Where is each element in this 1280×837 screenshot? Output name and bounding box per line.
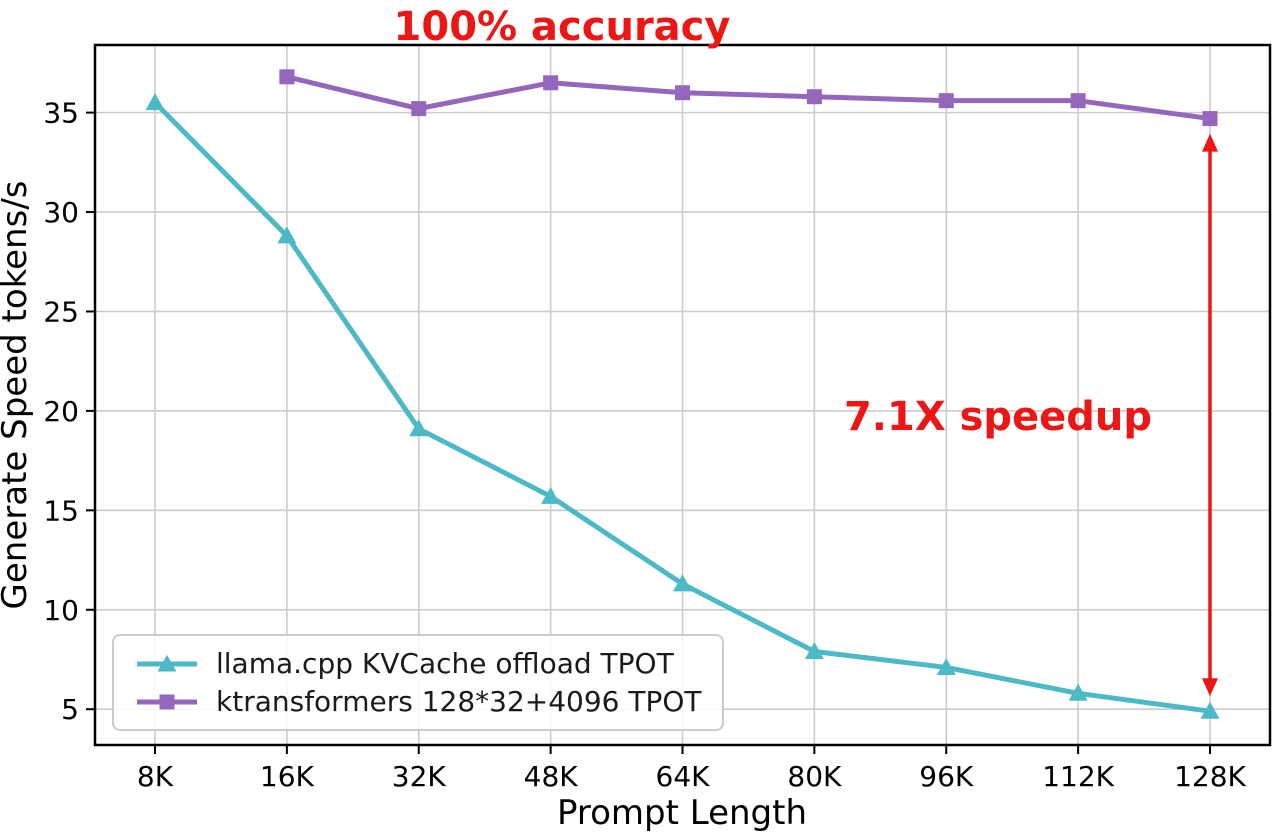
x-axis-label: Prompt Length xyxy=(557,793,807,833)
series-line-1 xyxy=(279,69,1218,127)
ktransformers-line-sample-icon xyxy=(137,694,197,709)
grid-lines xyxy=(95,45,1270,745)
speedup-arrow xyxy=(1202,133,1218,697)
x-tick-label: 32K xyxy=(392,760,447,793)
x-tick-label: 80K xyxy=(787,760,842,793)
y-tick-label: 25 xyxy=(43,295,79,328)
legend-item-llamacpp: llama.cpp KVCache offload TPOT xyxy=(134,647,702,680)
speedup-annotation: 7.1X speedup xyxy=(844,394,1152,440)
x-tick-label: 64K xyxy=(656,760,711,793)
y-tick-label: 5 xyxy=(61,693,79,726)
y-tick-label: 15 xyxy=(43,494,79,527)
x-tick-label: 8K xyxy=(137,760,174,793)
axis-ticks: 8K 16K 32K 48K 64K 80K 96K 112K 128K 5 10 15 20 25 30 3… xyxy=(43,97,1246,793)
x-tick-label: 16K xyxy=(260,760,315,793)
series-line-0 xyxy=(145,93,1220,719)
legend: llama.cpp KVCache offload TPOT ktransfor… xyxy=(112,634,724,731)
y-tick-label: 30 xyxy=(43,196,79,229)
x-tick-label: 128K xyxy=(1174,760,1246,793)
legend-label-ktransformers: ktransformers 128*32+4096 TPOT xyxy=(216,685,702,718)
x-tick-label: 96K xyxy=(919,760,974,793)
y-tick-label: 35 xyxy=(43,97,79,130)
y-tick-label: 10 xyxy=(43,594,79,627)
x-tick-label: 112K xyxy=(1042,760,1114,793)
generated-chart-layers: 8K 16K 32K 48K 64K 80K 96K 112K 128K 5 10 15 20 25 30 3… xyxy=(43,43,1272,793)
legend-item-ktransformers: ktransformers 128*32+4096 TPOT xyxy=(134,685,702,718)
accuracy-annotation: 100% accuracy xyxy=(394,4,731,50)
llamacpp-line-sample-icon xyxy=(137,654,197,671)
x-tick-label: 48K xyxy=(524,760,579,793)
y-axis-label: Generate Speed tokens/s xyxy=(0,181,35,610)
y-tick-label: 20 xyxy=(43,395,79,428)
legend-label-llamacpp: llama.cpp KVCache offload TPOT xyxy=(216,647,674,680)
